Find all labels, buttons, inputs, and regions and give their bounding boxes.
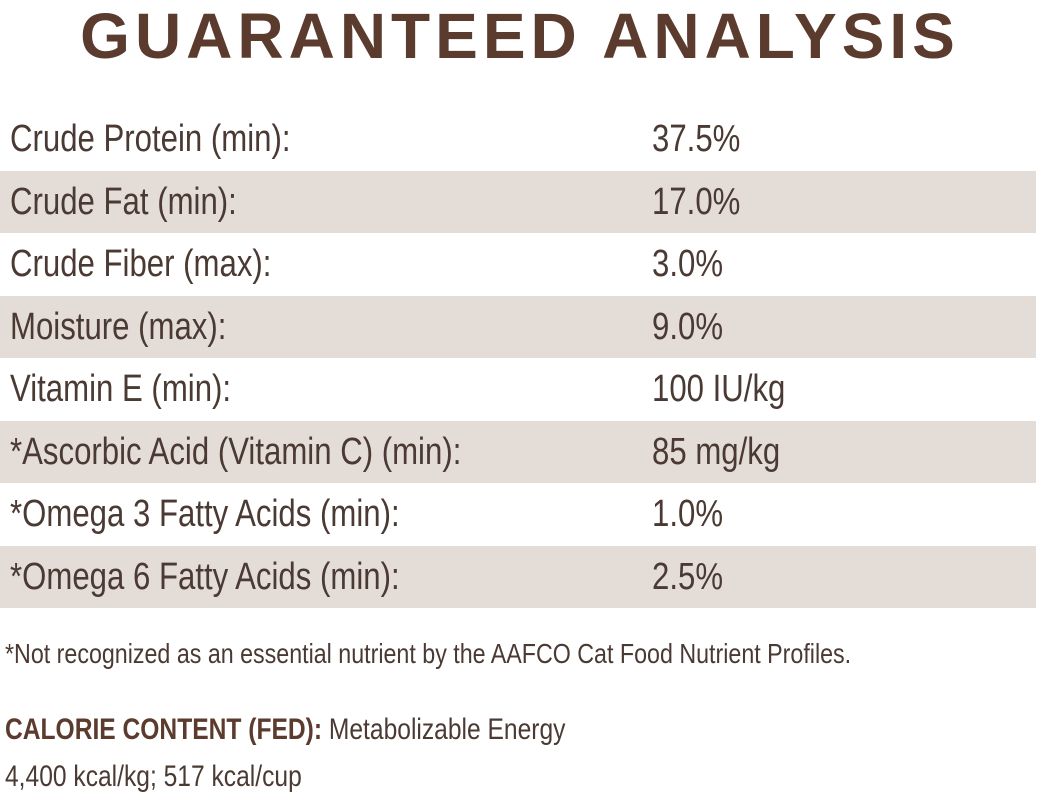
- table-row: *Omega 6 Fatty Acids (min): 2.5%: [0, 545, 1036, 608]
- nutrient-label: *Omega 3 Fatty Acids (min):: [10, 493, 400, 535]
- nutrient-value: 100 IU/kg: [652, 368, 786, 410]
- calorie-label: CALORIE CONTENT (FED):: [5, 713, 323, 746]
- table-row: *Omega 3 Fatty Acids (min): 1.0%: [0, 483, 1036, 546]
- nutrient-label: Crude Fat (min):: [10, 180, 237, 223]
- table-row: *Ascorbic Acid (Vitamin C) (min): 85 mg/k…: [0, 420, 1036, 483]
- calorie-text: Metabolizable Energy: [328, 713, 566, 746]
- calorie-values: 4,400 kcal/kg; 517 kcal/cup: [5, 760, 302, 793]
- footnote: *Not recognized as an essential nutrient…: [5, 638, 852, 669]
- nutrient-label: *Ascorbic Acid (Vitamin C) (min):: [10, 430, 462, 473]
- nutrient-value: 1.0%: [652, 493, 724, 535]
- nutrient-value: 17.0%: [652, 180, 741, 223]
- nutrient-label: Moisture (max):: [10, 305, 227, 348]
- table-row: Vitamin E (min): 100 IU/kg: [0, 358, 1036, 421]
- nutrient-value: 3.0%: [652, 243, 724, 285]
- table-row: Crude Fiber (max): 3.0%: [0, 233, 1036, 296]
- nutrient-label: Crude Protein (min):: [10, 118, 291, 160]
- nutrient-value: 37.5%: [652, 118, 741, 160]
- calorie-line: CALORIE CONTENT (FED): Metabolizable Ene…: [5, 713, 565, 747]
- table-row: Moisture (max): 9.0%: [0, 295, 1036, 358]
- nutrient-value: 85 mg/kg: [652, 430, 781, 473]
- table-row: Crude Fat (min): 17.0%: [0, 170, 1036, 233]
- nutrient-label: Vitamin E (min):: [10, 368, 232, 410]
- nutrient-value: 2.5%: [652, 555, 724, 598]
- nutrient-label: Crude Fiber (max):: [10, 243, 272, 285]
- nutrient-value: 9.0%: [652, 305, 724, 348]
- title: GUARANTEED ANALYSIS: [80, 0, 960, 72]
- nutrient-label: *Omega 6 Fatty Acids (min):: [10, 555, 400, 598]
- analysis-table: Crude Protein (min): 37.5% Crude Fat (min)…: [0, 108, 1036, 608]
- table-row: Crude Protein (min): 37.5%: [0, 108, 1036, 171]
